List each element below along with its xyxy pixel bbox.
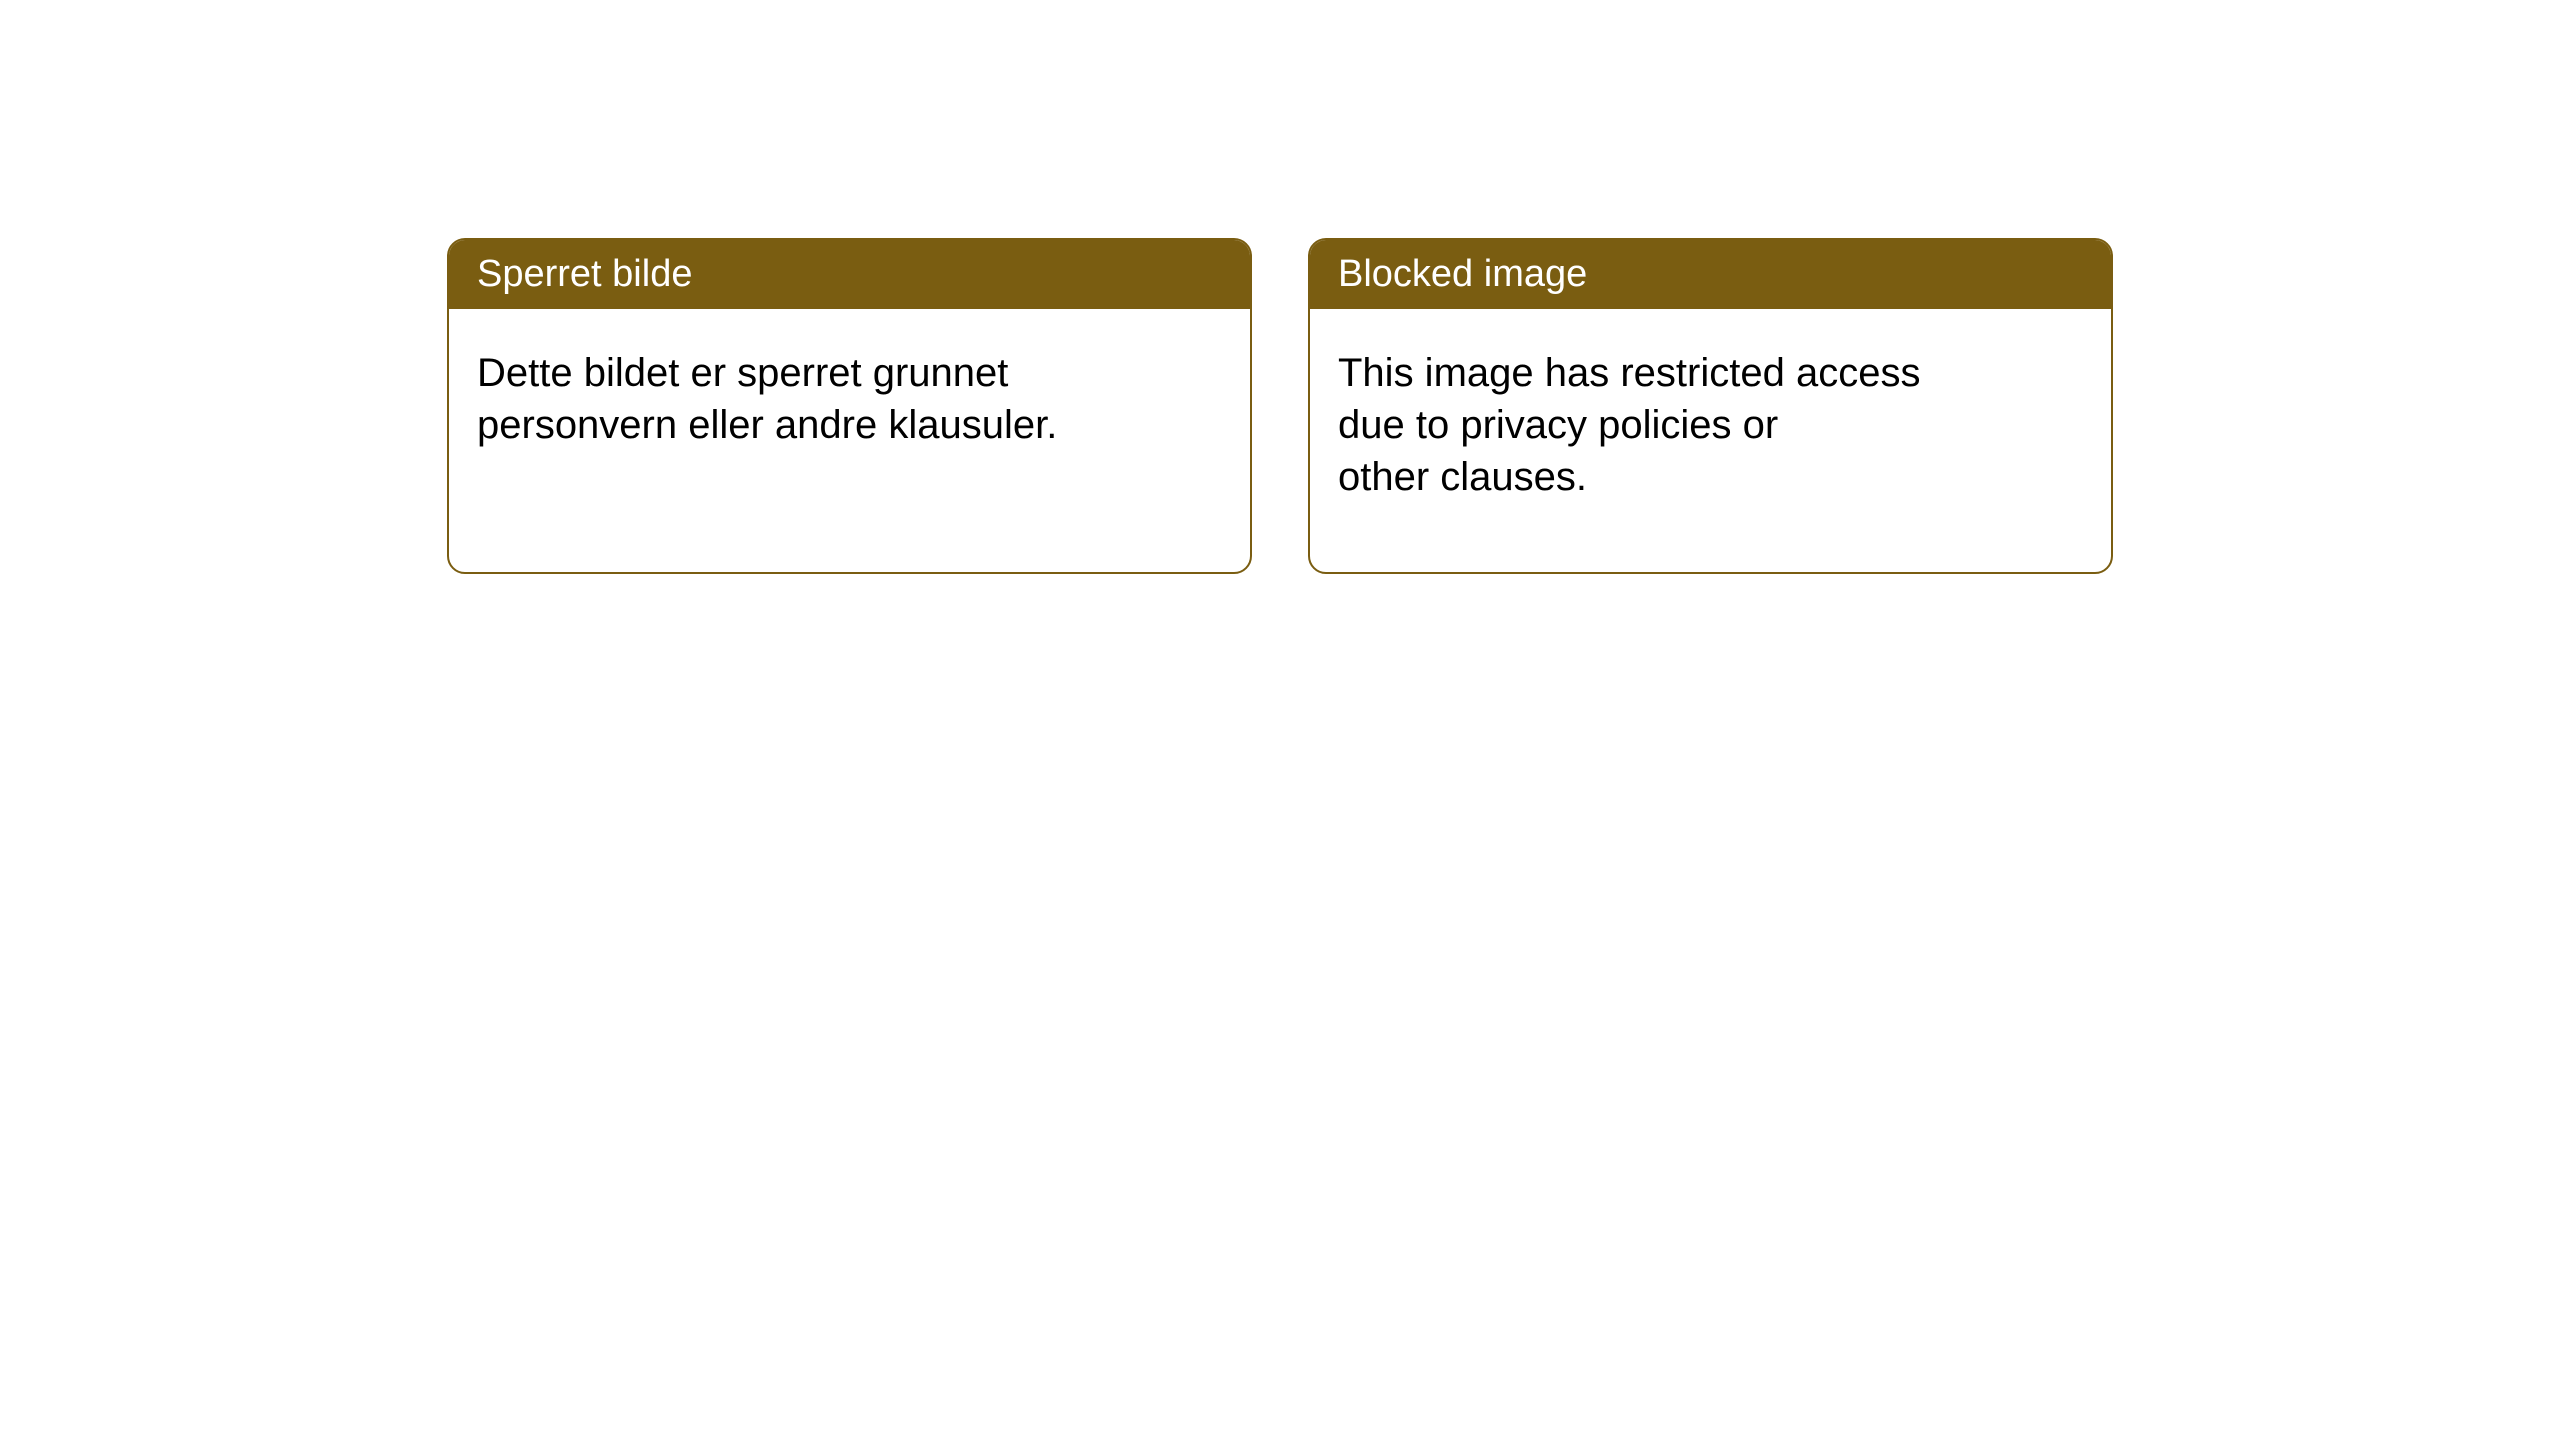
notice-box-english: Blocked image This image has restricted …: [1308, 238, 2113, 574]
notice-header-norwegian: Sperret bilde: [449, 240, 1250, 309]
notice-body-norwegian: Dette bildet er sperret grunnet personve…: [449, 309, 1250, 489]
notice-box-norwegian: Sperret bilde Dette bildet er sperret gr…: [447, 238, 1252, 574]
notice-container: Sperret bilde Dette bildet er sperret gr…: [0, 0, 2560, 574]
notice-body-english: This image has restricted access due to …: [1310, 309, 2111, 541]
notice-header-english: Blocked image: [1310, 240, 2111, 309]
